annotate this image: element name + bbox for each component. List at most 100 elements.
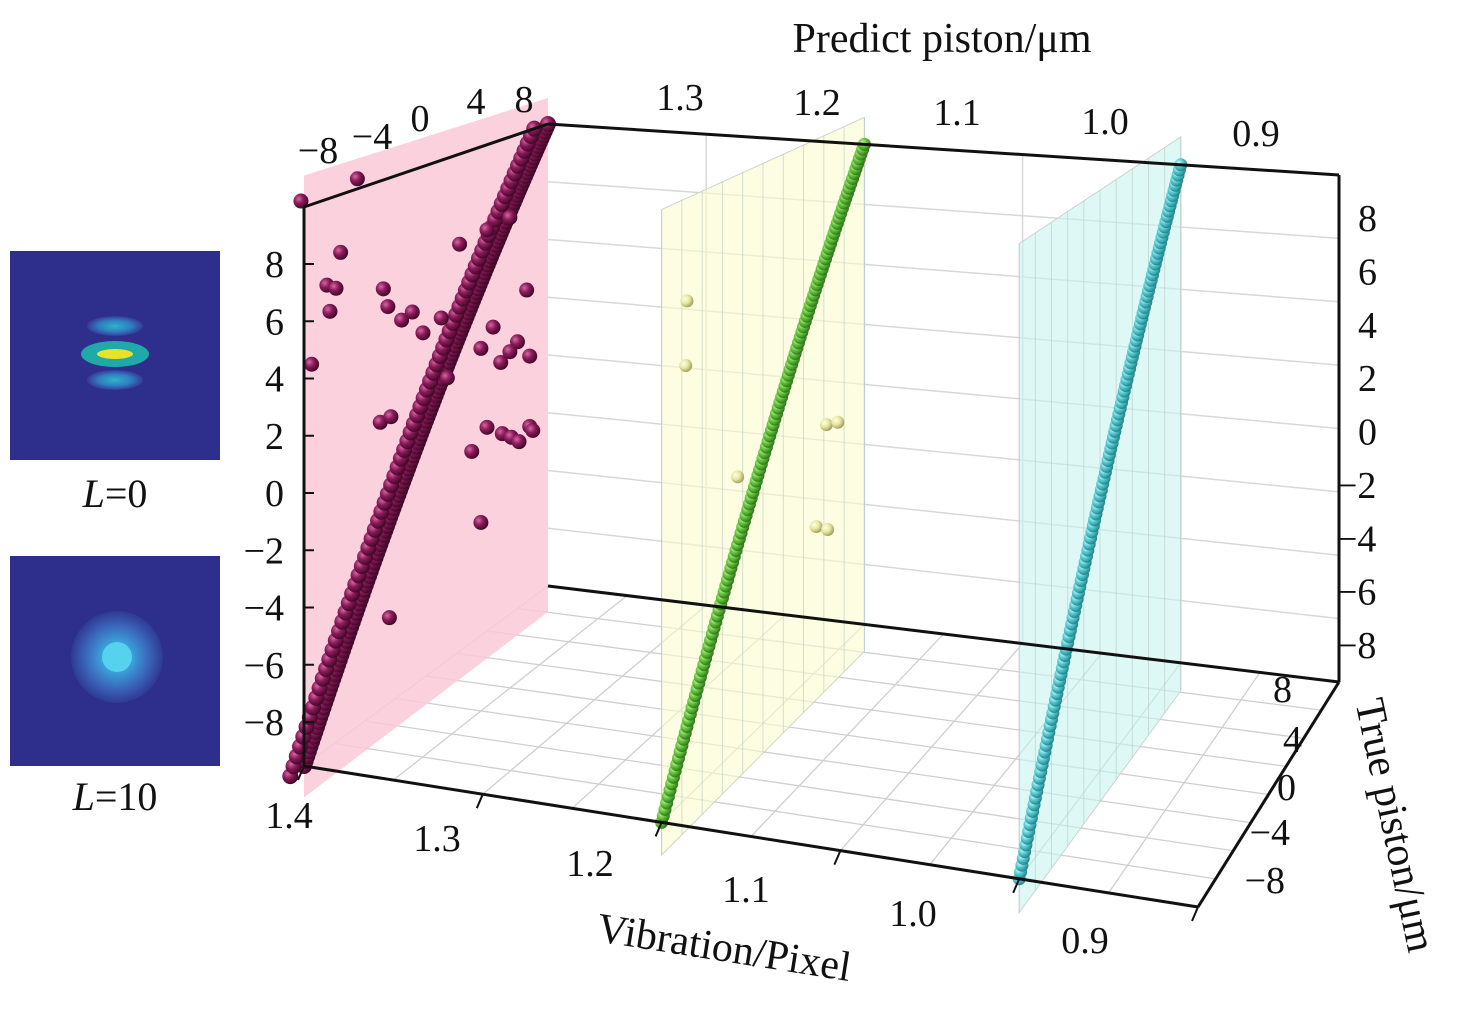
z-right-tick-label: 4 xyxy=(1358,305,1377,347)
series-1-outlier xyxy=(680,294,694,308)
z-left-tick-label: −6 xyxy=(244,645,284,687)
floor-gridline-piston xyxy=(425,675,1269,796)
axis-edge xyxy=(1196,681,1341,908)
series-1-outlier xyxy=(821,523,835,537)
z-left-tick-label: 2 xyxy=(265,416,284,458)
series-0-outlier xyxy=(381,610,397,626)
true-piston-tick-label: −8 xyxy=(1245,860,1285,902)
floor-gridline-piston xyxy=(517,607,1322,711)
true-piston-axis-title: True piston/μm xyxy=(1345,694,1444,956)
series-0-outlier xyxy=(473,340,489,356)
top-tick-label: 0.9 xyxy=(1232,113,1280,155)
series-0-outlier xyxy=(493,354,509,370)
inset-l0-core xyxy=(97,349,133,359)
series-0-outlier xyxy=(473,514,489,530)
z-left-tick-label: −4 xyxy=(244,588,284,630)
series-0-outlier xyxy=(452,236,468,252)
series-0-outlier xyxy=(522,348,538,364)
inset-l0-label: L=0 xyxy=(82,471,148,516)
series-0-outlier xyxy=(485,319,501,335)
z-right-tick-label: −2 xyxy=(1336,465,1376,507)
axis-edge xyxy=(303,122,549,209)
series-1-panel xyxy=(655,116,871,857)
series-0-outlier xyxy=(328,280,344,296)
series-0-outlier xyxy=(479,419,495,435)
series-0-outlier xyxy=(519,282,535,298)
floor-gridline-piston xyxy=(395,697,1251,824)
series-0-outlier xyxy=(502,344,518,360)
axis-lines xyxy=(302,122,1341,909)
series-1-outlier xyxy=(679,359,693,373)
predict-piston-left-tick-label: −4 xyxy=(352,116,392,158)
inset-l10-label: L=10 xyxy=(72,774,158,819)
bottom-tick-mark xyxy=(833,850,842,865)
inset-l10-core xyxy=(102,642,132,672)
series-0-panel xyxy=(282,98,556,798)
series-1-outlier xyxy=(731,470,745,484)
top-tick-label: 1.3 xyxy=(656,77,704,119)
series-1-outlier xyxy=(819,418,833,432)
floor-gridline-piston xyxy=(364,720,1234,852)
bottom-tick-mark xyxy=(297,765,305,781)
z-left-tick-label: 0 xyxy=(265,473,284,515)
predict-piston-left-tick-label: 0 xyxy=(411,98,430,140)
series-0-outlier xyxy=(394,312,410,328)
inset-l0-bottom-lobe xyxy=(87,370,143,390)
floor-gridline-piston xyxy=(334,742,1216,880)
series-0-outlier xyxy=(525,423,541,439)
series-0-outlier xyxy=(380,299,396,315)
true-piston-tick-label: 0 xyxy=(1277,767,1296,809)
series-0-outlier xyxy=(464,443,480,459)
z-right-tick-label: −4 xyxy=(1336,518,1376,560)
z-left-tick-label: −8 xyxy=(244,702,284,744)
inset-l0-top-lobe xyxy=(87,316,143,336)
top-tick-label: 1.2 xyxy=(793,82,841,124)
z-right-tick-label: −8 xyxy=(1336,625,1376,667)
series-0-outlier xyxy=(433,310,449,326)
series-0-outlier xyxy=(383,409,399,425)
bottom-tick-mark xyxy=(1012,878,1021,894)
bottom-tick-label: 1.4 xyxy=(265,795,313,837)
axis-edge xyxy=(547,122,1340,177)
series-0-outlier xyxy=(349,171,365,187)
series-0-outlier xyxy=(375,281,391,297)
series-2-panel xyxy=(1012,135,1188,915)
series-0-outlier xyxy=(511,434,527,450)
z-left-tick-label: 4 xyxy=(265,359,284,401)
bottom-tick-label: 1.2 xyxy=(566,843,614,885)
predict-piston-left-tick-label: 4 xyxy=(467,81,486,123)
top-axis-title: Predict piston/μm xyxy=(792,16,1091,62)
series-0-outlier xyxy=(293,193,309,209)
series-0-outlier xyxy=(304,356,320,372)
z-right-tick-label: 2 xyxy=(1358,358,1377,400)
floor-gridline-piston xyxy=(486,630,1304,739)
series-1-outlier xyxy=(831,415,845,429)
true-piston-tick-label: 8 xyxy=(1273,669,1292,711)
series-0-outlier xyxy=(333,244,349,260)
z-left-tick-label: 8 xyxy=(265,244,284,286)
series-1-outlier xyxy=(809,520,823,534)
bottom-tick-label: 1.3 xyxy=(413,818,461,860)
z-right-tick-label: 0 xyxy=(1358,412,1377,454)
axis-edge xyxy=(547,584,1340,684)
series-0-outlier xyxy=(439,370,455,386)
predict-piston-left-tick-label: −8 xyxy=(298,130,338,172)
series-0-outlier xyxy=(502,209,518,225)
bottom-tick-label: 0.9 xyxy=(1061,920,1109,962)
true-piston-tick-label: 4 xyxy=(1283,719,1302,761)
series-0-outlier xyxy=(415,325,431,341)
series-0-outlier xyxy=(322,303,338,319)
z-right-tick-label: −6 xyxy=(1336,572,1376,614)
bottom-tick-mark xyxy=(654,822,663,837)
z-left-tick-label: −2 xyxy=(244,530,284,572)
floor-gridline-piston xyxy=(456,652,1287,768)
bottom-tick-mark xyxy=(475,793,484,809)
bottom-tick-label: 1.0 xyxy=(889,893,937,935)
bottom-tick-label: 1.1 xyxy=(722,869,770,911)
top-tick-label: 1.1 xyxy=(933,92,981,134)
true-piston-tick-label: −4 xyxy=(1250,812,1290,854)
bottom-tick-mark xyxy=(1191,906,1199,922)
bottom-axis-title: Vibration/Pixel xyxy=(594,905,854,991)
